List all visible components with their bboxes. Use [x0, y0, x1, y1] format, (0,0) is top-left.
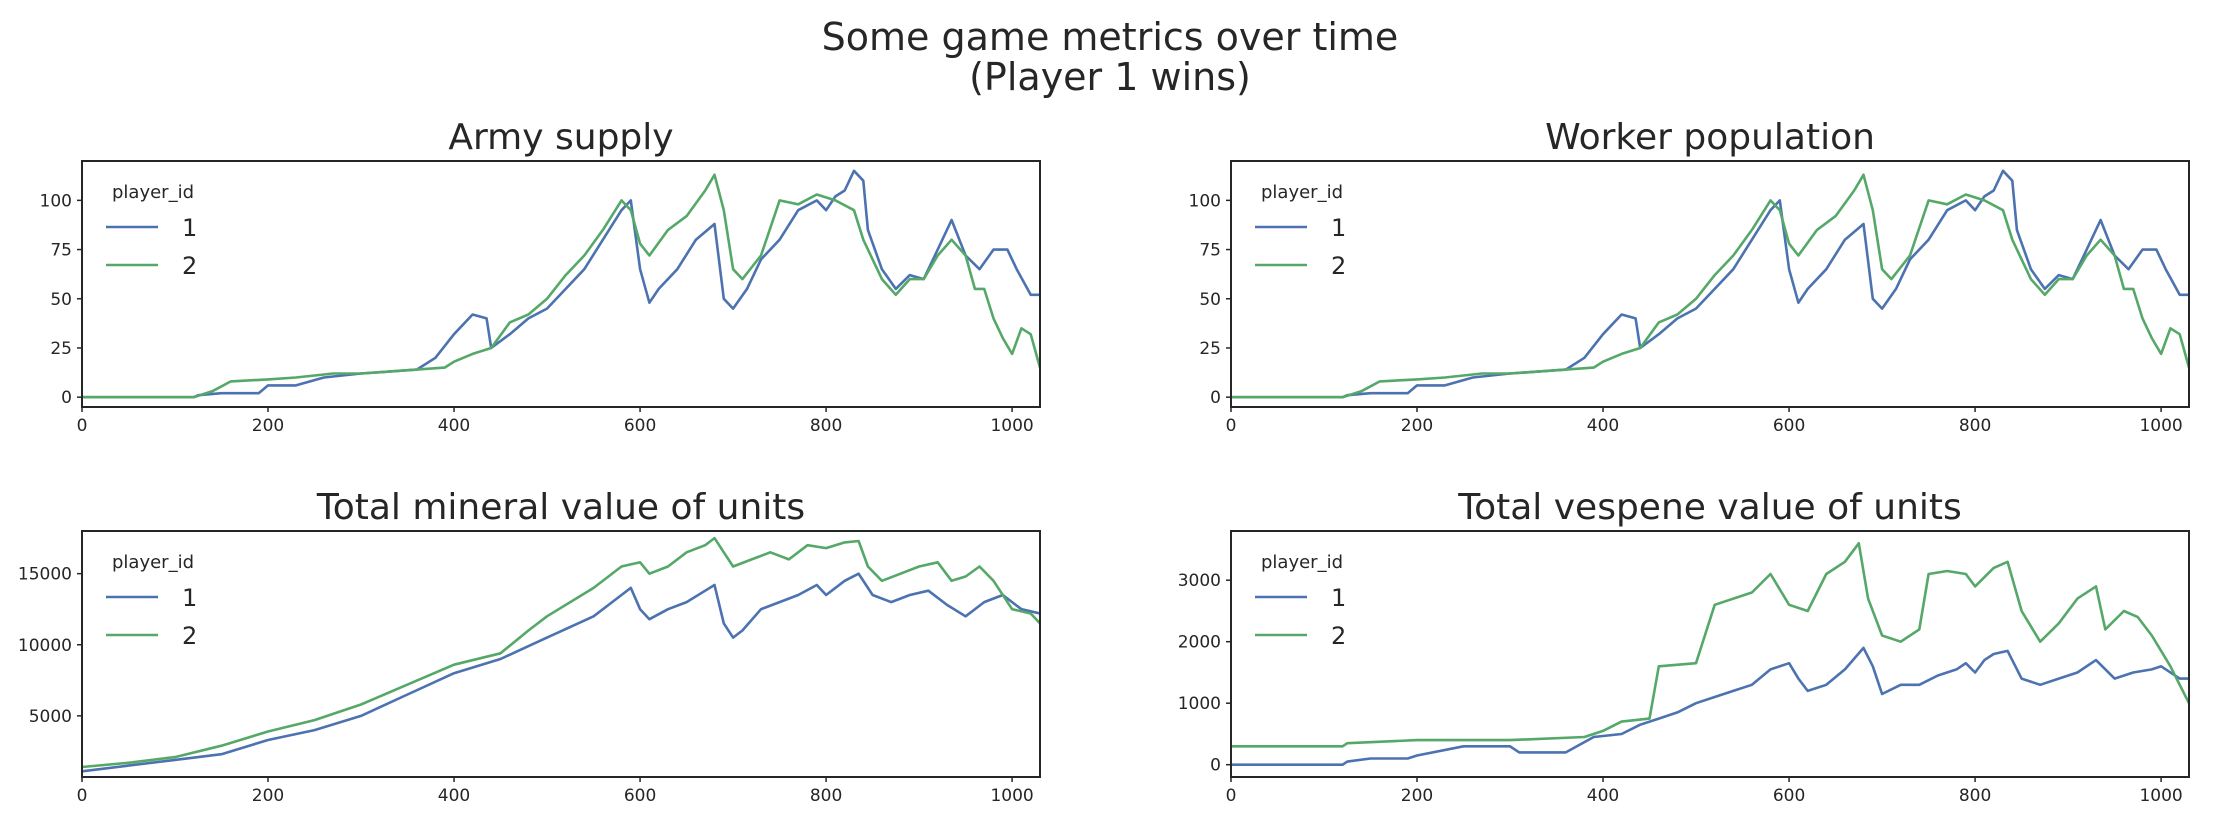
y-tick-label: 15000	[18, 565, 72, 585]
legend-title: player_id	[1261, 552, 1343, 573]
x-tick-label: 200	[252, 786, 284, 806]
y-tick-label: 0	[61, 388, 72, 408]
y-tick-label: 2000	[1178, 633, 1221, 653]
legend-label-player-1: 1	[1331, 214, 1346, 242]
chart-panel-1: Army supply 0 200 400 600 800 1000 0 25 50 75 100 pl…	[40, 117, 1041, 436]
y-tick-label: 0	[1210, 756, 1221, 776]
legend-title: player_id	[112, 182, 194, 203]
x-tick-label: 600	[1773, 786, 1805, 806]
x-tick-label: 1000	[990, 786, 1033, 806]
panel-title: Worker population	[1545, 117, 1875, 158]
series-line-player-2	[82, 173, 1040, 399]
x-tick-label: 600	[1773, 416, 1805, 436]
legend: player_id 1 2	[106, 552, 197, 650]
x-tick-label: 0	[77, 786, 88, 806]
legend-label-player-2: 2	[182, 622, 197, 650]
legend-label-player-2: 2	[1331, 252, 1346, 280]
series-line-player-2	[1231, 542, 2189, 748]
legend-label-player-2: 2	[182, 252, 197, 280]
x-tick-label: 200	[1401, 416, 1433, 436]
y-tick-label: 1000	[1178, 694, 1221, 714]
series-line-player-1	[1231, 646, 2189, 766]
figure-subtitle: (Player 1 wins)	[969, 55, 1251, 99]
y-tick-label: 5000	[29, 707, 72, 727]
series-line-player-2	[82, 536, 1040, 769]
legend: player_id 1 2	[106, 182, 197, 280]
x-tick-label: 800	[1959, 786, 1991, 806]
x-tick-label: 400	[1587, 416, 1619, 436]
x-tick-label: 400	[1587, 786, 1619, 806]
y-tick-label: 75	[1199, 241, 1221, 261]
panel-title: Army supply	[448, 117, 673, 158]
legend-label-player-2: 2	[1331, 622, 1346, 650]
legend-title: player_id	[112, 552, 194, 573]
chart-panel-2: Worker population 0 200 400 600 800 1000 0 25 50 7…	[1189, 117, 2190, 436]
x-tick-label: 800	[810, 416, 842, 436]
legend-label-player-1: 1	[1331, 584, 1346, 612]
x-tick-label: 0	[77, 416, 88, 436]
x-tick-label: 200	[1401, 786, 1433, 806]
axes-frame	[81, 160, 1041, 408]
legend: player_id 1 2	[1255, 182, 1346, 280]
y-tick-label: 3000	[1178, 571, 1221, 591]
y-tick-label: 100	[40, 191, 72, 211]
y-tick-label: 100	[1189, 191, 1221, 211]
y-tick-label: 50	[50, 290, 72, 310]
figure-title: Some game metrics over time	[821, 15, 1399, 59]
y-tick-label: 50	[1199, 290, 1221, 310]
x-tick-label: 800	[1959, 416, 1991, 436]
x-tick-label: 600	[624, 416, 656, 436]
series-line-player-1	[1231, 169, 2189, 399]
y-tick-label: 25	[1199, 339, 1221, 359]
y-tick-label: 0	[1210, 388, 1221, 408]
series-line-player-1	[82, 572, 1040, 773]
chart-panel-3: Total mineral value of units 0 200 400 600 80…	[18, 487, 1041, 806]
x-tick-label: 800	[810, 786, 842, 806]
y-tick-label: 75	[50, 241, 72, 261]
legend-label-player-1: 1	[182, 214, 197, 242]
series-line-player-1	[82, 169, 1040, 399]
chart-panel-4: Total vespene value of units 0 200 400 600 80…	[1178, 487, 2190, 806]
x-tick-label: 200	[252, 416, 284, 436]
x-tick-label: 1000	[2139, 416, 2182, 436]
axes-frame	[1230, 160, 2190, 408]
x-tick-label: 400	[438, 786, 470, 806]
x-tick-label: 400	[438, 416, 470, 436]
axes-frame	[1230, 530, 2190, 778]
panel-title: Total vespene value of units	[1457, 487, 1962, 528]
legend-title: player_id	[1261, 182, 1343, 203]
x-tick-label: 1000	[2139, 786, 2182, 806]
legend-label-player-1: 1	[182, 584, 197, 612]
y-tick-label: 25	[50, 339, 72, 359]
panel-title: Total mineral value of units	[316, 487, 805, 528]
axes-frame	[81, 530, 1041, 778]
y-tick-label: 10000	[18, 636, 72, 656]
x-tick-label: 0	[1226, 416, 1237, 436]
x-tick-label: 1000	[990, 416, 1033, 436]
legend: player_id 1 2	[1255, 552, 1346, 650]
x-tick-label: 0	[1226, 786, 1237, 806]
series-line-player-2	[1231, 173, 2189, 399]
x-tick-label: 600	[624, 786, 656, 806]
